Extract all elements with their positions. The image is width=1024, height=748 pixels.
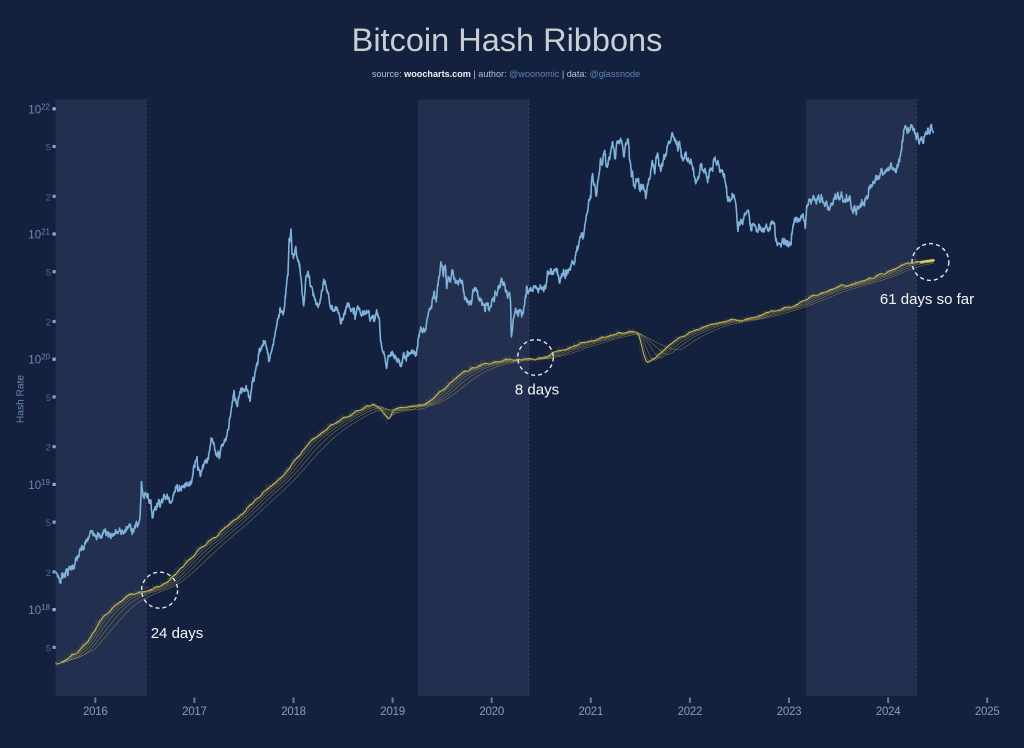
svg-text:5: 5 [46, 143, 51, 154]
svg-text:2: 2 [46, 568, 51, 579]
svg-text:2022: 2022 [678, 706, 703, 718]
svg-text:Hash Rate: Hash Rate [16, 375, 27, 423]
svg-text:2019: 2019 [380, 706, 405, 718]
svg-text:5: 5 [46, 518, 51, 529]
svg-text:2016: 2016 [83, 706, 108, 718]
svg-text:2023: 2023 [777, 706, 802, 718]
svg-text:5: 5 [46, 643, 51, 654]
svg-text:2: 2 [46, 192, 51, 203]
svg-text:2018: 2018 [281, 706, 306, 718]
svg-text:5: 5 [46, 393, 51, 404]
svg-text:5: 5 [46, 268, 51, 279]
svg-text:24 days: 24 days [151, 625, 204, 642]
svg-text:8 days: 8 days [515, 382, 559, 399]
svg-text:61 days so far: 61 days so far [880, 291, 974, 308]
svg-text:2: 2 [46, 318, 51, 329]
svg-text:2017: 2017 [182, 706, 207, 718]
svg-text:source: woocharts.com | author: source: woocharts.com | author: @woonomi… [372, 69, 640, 79]
svg-text:2024: 2024 [876, 706, 901, 718]
svg-text:2: 2 [46, 443, 51, 454]
svg-text:2025: 2025 [975, 706, 1000, 718]
svg-text:2020: 2020 [479, 706, 504, 718]
svg-text:Bitcoin Hash Ribbons: Bitcoin Hash Ribbons [352, 22, 663, 58]
svg-text:2021: 2021 [579, 706, 604, 718]
